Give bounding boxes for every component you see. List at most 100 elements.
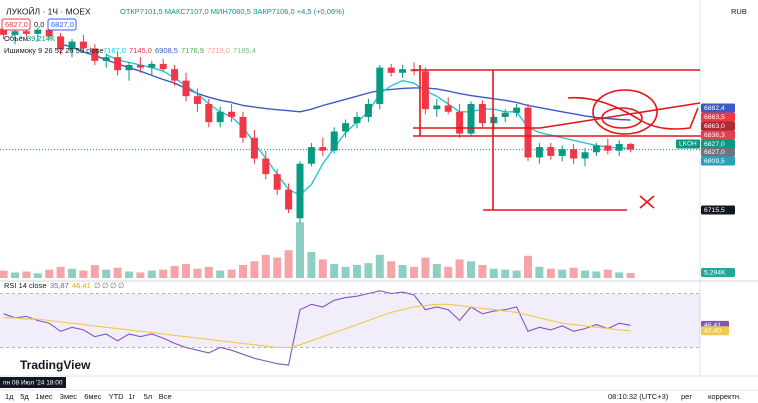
candle-body [604, 145, 612, 151]
volume-bar [489, 268, 498, 278]
buy-price[interactable]: 6827,0 [51, 20, 74, 29]
cursor-date-bg [0, 377, 66, 388]
volume-bar [432, 264, 441, 278]
volume-bar [33, 273, 42, 278]
header: ЛУКОЙЛ · 1Ч · MOEX ОТКР7101,5 МАКС7107,0… [0, 5, 747, 388]
adjust[interactable]: корректн. [708, 392, 741, 401]
sell-price[interactable]: 6827,0 [5, 20, 28, 29]
range-button[interactable]: 1г [128, 392, 135, 401]
volume-bar [410, 266, 418, 278]
ichimoku-legend[interactable]: Ишимоку 9 26 52 26 55 close [4, 46, 104, 55]
price-axis-bg [700, 0, 758, 376]
range-button[interactable]: 5л [144, 392, 153, 401]
range-button[interactable]: YTD [109, 392, 125, 401]
volume-bar [307, 252, 316, 278]
price-badge-bg [701, 121, 735, 131]
volume-bar [45, 269, 54, 278]
currency[interactable]: RUB [731, 7, 747, 16]
candle-body [399, 69, 407, 73]
volume-bar [501, 269, 510, 278]
candle-body [22, 31, 30, 34]
price-badge: 6809,5 [704, 158, 725, 165]
candle-body [592, 145, 600, 153]
volume-bar [79, 270, 88, 278]
volume-bar [512, 270, 521, 278]
volume-bar [615, 272, 624, 278]
candle-body [148, 63, 156, 68]
candle-body [421, 71, 429, 110]
volume-legend-value: 39,214K [27, 34, 55, 43]
candle-body [513, 107, 521, 113]
range-button[interactable]: 3мес [60, 392, 77, 401]
volume-bar [318, 259, 327, 278]
ichimoku-legend-value: 7167,0 [103, 46, 126, 55]
volume-bar [239, 265, 247, 278]
volume-bar [22, 271, 31, 278]
volume-bar [455, 259, 464, 278]
candle-body [376, 67, 384, 104]
buy-button[interactable] [47, 18, 77, 31]
volume-bar [581, 270, 589, 278]
candle-body [182, 80, 190, 97]
candle-body [547, 147, 555, 156]
candle-body [193, 96, 201, 104]
sell-button[interactable] [1, 18, 31, 31]
candle-body [136, 64, 144, 68]
clock[interactable]: 08:10:32 (UTC+3) [608, 392, 669, 401]
volume-bar [250, 261, 259, 278]
range-button[interactable]: 6мес [84, 392, 101, 401]
rsi-legend[interactable]: RSI 14 close [4, 281, 47, 290]
volume-bar [125, 271, 133, 278]
session[interactable]: рег [681, 392, 692, 401]
candle-body [433, 105, 441, 110]
drawing-x [639, 195, 655, 209]
ichimoku-legend-value: 7176,9 [181, 46, 204, 55]
volume-bar [341, 266, 350, 278]
volume-bar [56, 266, 65, 278]
candle-body [171, 69, 179, 81]
symbol[interactable]: ЛУКОЙЛ · 1Ч · MOEX [6, 5, 91, 16]
candle-body [250, 137, 258, 159]
volume-bar [558, 269, 567, 278]
candle-body [159, 63, 167, 70]
candle-body [102, 57, 110, 61]
volume-bar [227, 269, 236, 278]
candle-body [581, 152, 589, 159]
rsi-line [3, 303, 631, 349]
volume-bar [113, 267, 122, 278]
rsi-band [0, 293, 700, 348]
ticker-badge: LKOH [679, 141, 697, 148]
drawing-scribble [567, 96, 699, 130]
volume-bar [11, 272, 19, 278]
candle-body [444, 105, 452, 112]
range-button[interactable]: 1д [5, 392, 14, 401]
candle-body [228, 111, 236, 117]
volume-bar [136, 272, 145, 278]
price-badge-bg [701, 205, 735, 215]
volume-legend[interactable]: Объём [4, 34, 28, 43]
volume-bar [330, 264, 339, 278]
range-button[interactable]: 1мес [35, 392, 52, 401]
volume-bar [546, 268, 555, 278]
price-badge-bg [701, 139, 735, 149]
candle-body [273, 174, 281, 190]
range-button[interactable]: Все [159, 392, 172, 401]
candle-body [34, 29, 42, 34]
candle-body [205, 103, 213, 123]
volume-bar [159, 269, 168, 278]
rsi-legend-value: ∅ [94, 281, 101, 290]
volume-bar [524, 255, 532, 278]
rsi-legend-value: ∅ [110, 281, 117, 290]
candle-body [615, 143, 623, 151]
price-badge: 6882,4 [704, 105, 725, 112]
volume-bar [444, 266, 453, 278]
volume-bar [626, 273, 635, 278]
rsi-badge: 46,41 [704, 322, 721, 329]
volume-bar [421, 257, 430, 278]
range-button[interactable]: 5д [20, 392, 29, 401]
candle-body [68, 41, 76, 50]
rsi-badge: 42,40 [704, 328, 721, 335]
candle-body [627, 143, 635, 150]
price-pane [0, 20, 700, 224]
